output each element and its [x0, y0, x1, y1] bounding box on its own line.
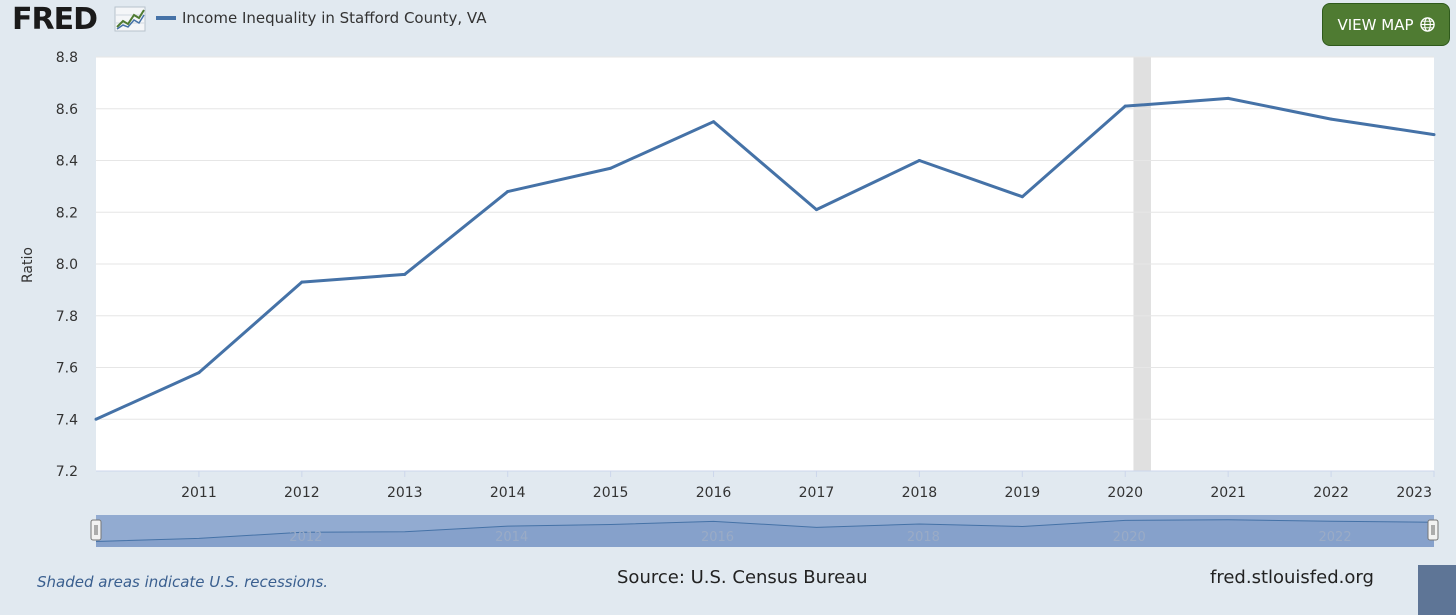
navigator-tick-label: 2018	[907, 530, 940, 545]
data-point[interactable]	[197, 371, 201, 375]
data-point[interactable]	[94, 417, 98, 421]
fred-logo[interactable]: FRED	[12, 2, 98, 37]
navigator-handle-left[interactable]	[90, 519, 102, 541]
y-tick-label: 8.4	[56, 154, 78, 170]
data-point[interactable]	[403, 272, 407, 276]
y-tick-label: 8.0	[56, 257, 78, 273]
y-tick-label: 8.8	[56, 50, 78, 66]
view-map-button[interactable]: VIEW MAP	[1322, 3, 1450, 46]
navigator-tick-label: 2016	[701, 530, 734, 545]
navigator-line	[95, 519, 1435, 542]
x-tick-label: 2020	[1107, 485, 1143, 501]
data-point[interactable]	[1226, 96, 1230, 100]
data-point[interactable]	[917, 159, 921, 162]
x-tick-label: 2021	[1210, 485, 1246, 501]
navigator-handle-right[interactable]	[1427, 519, 1439, 541]
series-line[interactable]	[95, 96, 1435, 421]
x-tick-label: 2015	[593, 485, 629, 501]
y-tick-label: 7.6	[56, 361, 78, 377]
recession-note: Shaded areas indicate U.S. recessions.	[37, 573, 329, 591]
data-point[interactable]	[1123, 104, 1127, 108]
data-point[interactable]	[814, 208, 818, 212]
data-point[interactable]	[1329, 117, 1333, 121]
navigator-tick-label: 2012	[289, 530, 322, 545]
x-tick-label: 2014	[490, 485, 526, 501]
y-axis-label: Ratio	[20, 247, 36, 283]
y-tick-label: 8.6	[56, 102, 78, 118]
x-tick-label: 2017	[799, 485, 835, 501]
x-tick-label: 2013	[387, 485, 423, 501]
navigator-tick-label: 2020	[1113, 530, 1146, 545]
navigator-area	[96, 519, 1434, 547]
site-link[interactable]: fred.stlouisfed.org	[1210, 567, 1374, 588]
data-point[interactable]	[300, 280, 304, 284]
data-point[interactable]	[1020, 195, 1024, 199]
x-tick-label: 2016	[696, 485, 732, 501]
y-tick-label: 7.2	[56, 464, 78, 480]
chart-header: FRED Income Inequality in Stafford Count…	[0, 0, 1456, 48]
navigator-tick-label: 2022	[1319, 530, 1352, 545]
x-tick-label: 2012	[284, 485, 320, 501]
x-tick-label: 2019	[1004, 485, 1040, 501]
x-tick-label: 2023	[1396, 485, 1432, 501]
x-tick-label: 2022	[1313, 485, 1349, 501]
data-point[interactable]	[712, 120, 716, 124]
line-graph-icon	[114, 6, 146, 32]
data-point[interactable]	[609, 166, 613, 170]
expand-corner-button[interactable]	[1418, 565, 1456, 615]
y-tick-label: 7.4	[56, 412, 78, 428]
view-map-label: VIEW MAP	[1337, 15, 1414, 34]
navigator-tick-label: 2014	[495, 530, 528, 545]
data-point[interactable]	[1432, 133, 1436, 137]
legend-label: Income Inequality in Stafford County, VA	[182, 9, 487, 27]
chart-legend[interactable]: Income Inequality in Stafford County, VA	[156, 9, 486, 27]
x-tick-label: 2011	[181, 485, 217, 501]
x-tick-label: 2018	[902, 485, 938, 501]
data-point[interactable]	[506, 190, 510, 194]
y-tick-label: 8.2	[56, 205, 78, 221]
globe-icon	[1419, 17, 1435, 32]
y-tick-label: 7.8	[56, 309, 78, 325]
legend-swatch	[156, 16, 176, 20]
source-text: Source: U.S. Census Bureau	[617, 567, 868, 588]
range-navigator[interactable]: 2012 2014 2016 2018 2020 2022	[90, 515, 1439, 547]
